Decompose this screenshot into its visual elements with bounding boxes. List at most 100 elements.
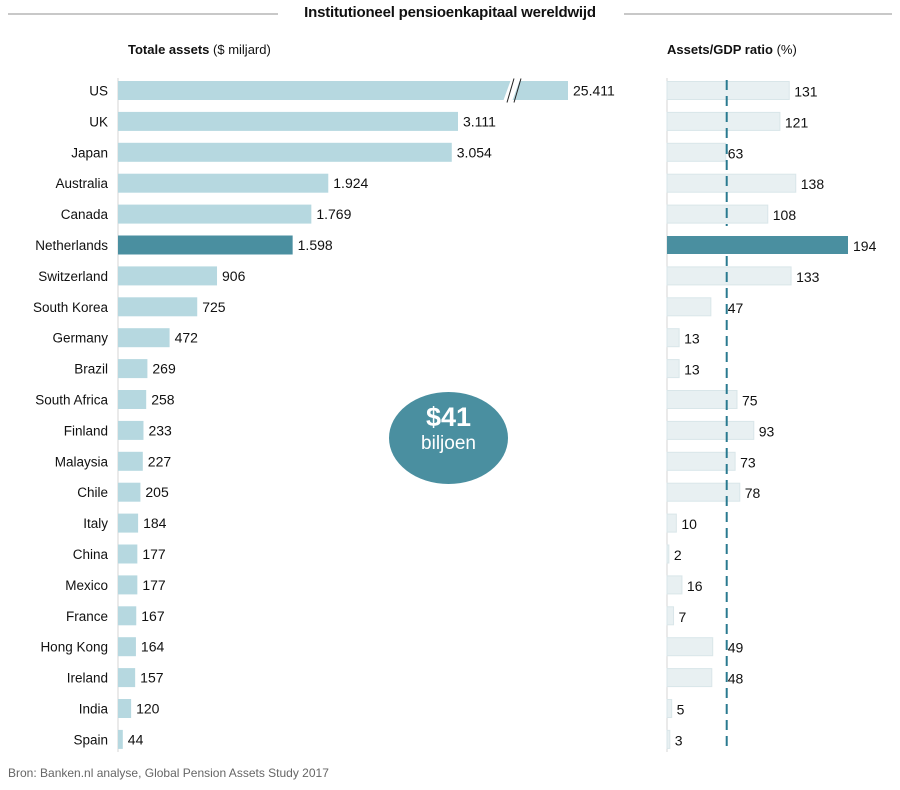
title-rule-right (624, 13, 892, 15)
right-value-label: 2 (674, 547, 682, 563)
right-value-label: 108 (773, 207, 797, 223)
category-label: Germany (52, 331, 108, 346)
category-label: Netherlands (35, 238, 108, 253)
right-panel-title: Assets/GDP ratio (%) (667, 42, 797, 57)
right-bar (666, 513, 677, 533)
category-label: France (66, 609, 108, 624)
category-label: Mexico (65, 578, 108, 593)
right-bar (666, 668, 713, 688)
left-bar (118, 235, 293, 255)
left-value-label: 44 (128, 731, 144, 747)
left-bar (118, 81, 568, 100)
category-label: Malaysia (55, 454, 109, 469)
chart-title: Institutioneel pensioenkapitaal wereldwi… (0, 4, 900, 21)
source-note: Bron: Banken.nl analyse, Global Pension … (8, 766, 329, 780)
right-value-label: 7 (679, 609, 687, 625)
left-bar (118, 297, 198, 317)
right-value-label: 13 (684, 362, 700, 378)
left-panel-title: Totale assets ($ miljard) (128, 42, 271, 57)
right-value-label: 5 (677, 702, 685, 718)
right-value-label: 194 (853, 238, 877, 254)
category-label: Japan (71, 145, 108, 160)
category-label: Hong Kong (40, 640, 108, 655)
right-value-label: 48 (728, 671, 744, 687)
total-bubble: $41 biljoen (389, 392, 508, 484)
left-value-label: 1.598 (298, 237, 333, 253)
left-value-label: 227 (148, 453, 172, 469)
left-bar (118, 668, 136, 688)
title-bar: Institutioneel pensioenkapitaal wereldwi… (0, 0, 900, 30)
left-bar (118, 390, 147, 409)
left-value-label: 177 (142, 546, 166, 562)
left-panel-title-unit: ($ miljard) (209, 42, 271, 57)
right-bar (666, 81, 790, 100)
right-value-label: 16 (687, 578, 703, 594)
right-bar (666, 544, 670, 564)
category-label: Canada (61, 207, 109, 222)
right-bar (666, 359, 680, 379)
right-value-label: 133 (796, 269, 820, 285)
right-bar (666, 451, 736, 471)
axis-break-mark (513, 78, 522, 103)
left-bar (118, 575, 138, 595)
category-label: Ireland (67, 671, 108, 686)
left-bar (118, 111, 458, 131)
right-bar (666, 637, 714, 657)
right-value-label: 63 (728, 145, 744, 161)
left-bar (118, 359, 148, 379)
left-value-label: 3.111 (463, 113, 496, 129)
axis-break-gap (502, 79, 521, 102)
left-value-label: 157 (140, 670, 164, 686)
left-bar (118, 606, 137, 626)
left-value-label: 177 (142, 577, 166, 593)
left-bar (118, 204, 312, 224)
category-label: Spain (73, 732, 108, 747)
left-value-label: 472 (175, 330, 199, 346)
left-bar (118, 637, 136, 657)
total-unit: biljoen (421, 433, 476, 454)
category-label: India (79, 702, 109, 717)
left-value-label: 233 (148, 422, 172, 438)
left-value-label: 258 (151, 392, 175, 408)
right-bar (666, 575, 683, 595)
left-value-label: 3.054 (457, 144, 492, 160)
right-bar (666, 390, 738, 409)
right-value-label: 121 (785, 114, 809, 130)
left-value-label: 1.924 (333, 175, 368, 191)
right-bar (666, 142, 727, 162)
right-value-label: 93 (759, 423, 775, 439)
left-value-label: 269 (152, 361, 176, 377)
right-value-label: 49 (728, 640, 744, 656)
category-label: Chile (77, 485, 108, 500)
title-rule-left (8, 13, 278, 15)
right-bar (666, 297, 712, 317)
left-value-label: 906 (222, 268, 246, 284)
right-panel-title-bold: Assets/GDP ratio (667, 42, 773, 57)
chart-title-text: Institutioneel pensioenkapitaal wereldwi… (292, 4, 608, 21)
right-panel-title-unit: (%) (772, 42, 797, 57)
right-value-label: 131 (794, 84, 818, 100)
right-bar (666, 699, 673, 718)
left-value-label: 725 (202, 299, 226, 315)
right-bar (666, 420, 755, 440)
right-bar (666, 729, 671, 749)
right-bar (666, 204, 769, 224)
left-bar (118, 142, 452, 162)
right-bar (666, 111, 781, 131)
category-label: South Korea (33, 300, 109, 315)
left-value-label: 25.411 (573, 83, 615, 99)
right-bar (667, 236, 848, 254)
left-bar (118, 451, 143, 471)
category-label: US (89, 84, 108, 99)
left-value-label: 1.769 (316, 206, 351, 222)
category-label: UK (89, 114, 108, 129)
right-bar (666, 482, 741, 502)
right-value-label: 3 (675, 732, 683, 748)
category-label: Italy (83, 516, 108, 531)
right-bar (666, 173, 797, 193)
left-bar (118, 482, 141, 502)
right-bar (666, 606, 675, 626)
left-value-label: 205 (145, 484, 169, 500)
right-value-label: 75 (742, 393, 758, 409)
